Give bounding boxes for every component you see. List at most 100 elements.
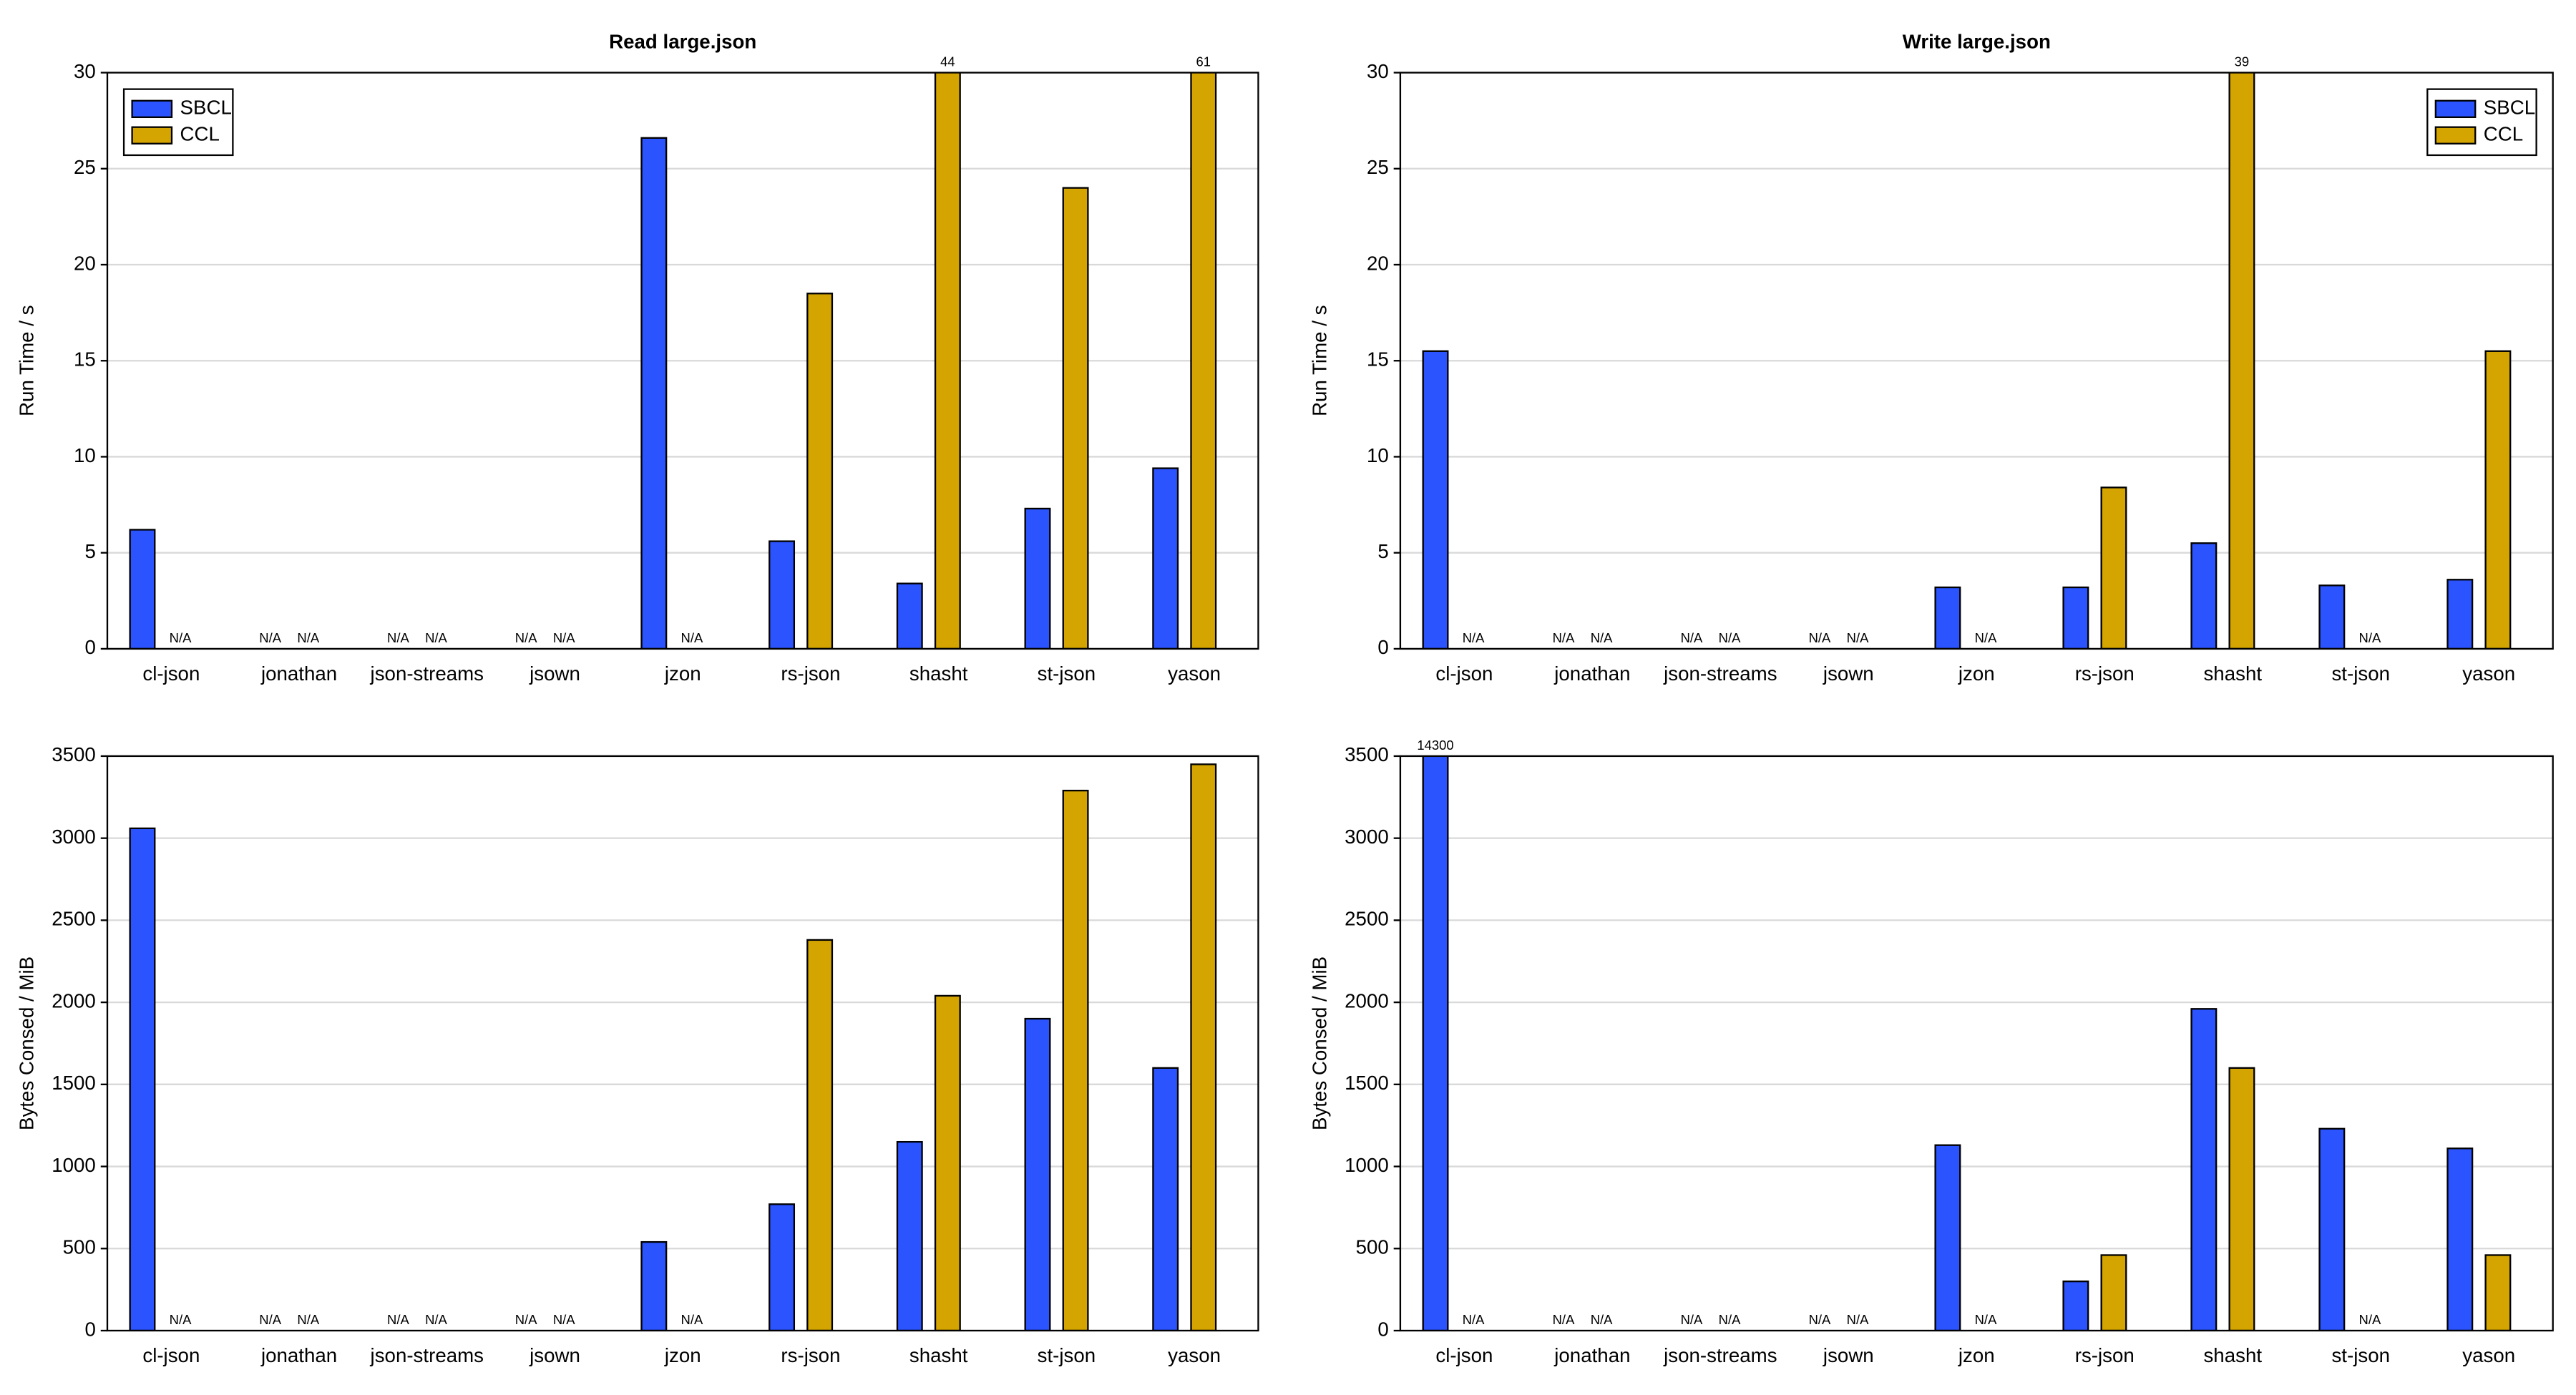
bars [129,763,1217,1331]
value-label: N/A [1847,1312,1869,1327]
bar [2484,350,2512,649]
x-tick-label: rs-json [2075,662,2135,685]
y-tick-label: 3000 [52,826,96,848]
bar [1024,507,1051,649]
bar [1190,763,1217,1331]
legend-label: CCL [2484,123,2523,145]
value-label: N/A [259,630,281,645]
value-label: N/A [1463,1312,1485,1327]
x-tick-label: json-streams [370,662,484,685]
value-label: N/A [553,1312,575,1327]
x-tick-label: jonathan [260,662,337,685]
value-label: N/A [1847,630,1869,645]
x-tick-label: json-streams [370,1344,484,1366]
plot-frame [106,755,1259,1332]
bar [1934,1144,1961,1331]
bar [2190,542,2218,649]
y-tick-label: 2000 [52,989,96,1012]
x-tick-label: yason [2462,662,2515,685]
bar [1152,467,1179,649]
y-tick-label: 2500 [52,908,96,930]
legend-swatch [131,99,173,118]
bars [1422,72,2512,649]
y-tick-label: 1000 [52,1154,96,1176]
x-tick-label: json-streams [1663,1344,1777,1366]
y-tick-label: 500 [1356,1236,1389,1258]
x-tick-label: cl-json [1435,662,1493,685]
value-label: N/A [1719,630,1741,645]
y-tick-label: 2500 [1345,908,1389,930]
x-tick-label: cl-json [1435,1344,1493,1366]
y-tick-label: 500 [63,1236,96,1258]
value-label: N/A [297,1312,319,1327]
y-tick-label: 2000 [1345,989,1389,1012]
value-label: N/A [1809,630,1831,645]
y-tick-label: 15 [74,348,96,371]
x-tick-label: shasht [909,662,968,685]
x-tick-label: yason [1168,662,1221,685]
x-tick-label: jsown [1823,662,1874,685]
y-tick-label: 5 [84,540,95,562]
value-label: N/A [259,1312,281,1327]
x-tick-label: rs-json [781,662,840,685]
value-label: N/A [387,1312,409,1327]
value-label: N/A [553,630,575,645]
y-tick-label: 25 [1367,156,1389,178]
y-tick-label: 1500 [1345,1072,1389,1094]
y-tick-label: 3500 [1345,743,1389,765]
y-tick-label: 0 [84,636,95,658]
y-tick-label: 25 [74,156,96,178]
bar [934,72,961,649]
legend-label: CCL [180,123,220,145]
value-label: N/A [297,630,319,645]
value-label: 44 [940,54,955,69]
legend-label: SBCL [2484,97,2535,119]
plot-frame [106,72,1259,650]
bar [640,1240,668,1331]
bar [934,994,961,1331]
bar [1024,1017,1051,1331]
x-tick-label: st-json [2331,1344,2390,1366]
plot-frame [1399,755,2554,1332]
bar [2100,486,2127,649]
value-label: N/A [681,630,703,645]
bar [2190,1008,2218,1331]
chart: Read large.json Run Time / s 0 5 10 15 20 25 30 c… [16,30,1259,685]
bar [896,582,923,649]
value-label: N/A [1719,1312,1741,1327]
value-label: 39 [2235,54,2250,69]
x-tick-label: st-json [1038,1344,1096,1366]
bar [769,540,796,649]
y-axis-label: Run Time / s [1308,305,1330,416]
bar [2446,1147,2474,1331]
chart: Bytes Consed / MiB 0 500 1000 1500 2000 2500 30… [16,743,1259,1366]
value-label: N/A [1591,1312,1613,1327]
bar [2100,1254,2127,1331]
legend: SBCL CCL [2426,88,2537,157]
y-tick-label: 10 [1367,444,1389,466]
value-label: N/A [425,1312,447,1327]
bar [2228,72,2255,649]
x-tick-label: jsown [529,662,580,685]
x-tick-label: st-json [1038,662,1096,685]
value-label: N/A [1975,630,1997,645]
y-tick-label: 3000 [1345,826,1389,848]
legend-swatch [131,126,173,145]
bar [2484,1254,2512,1331]
y-tick-label: 0 [1377,636,1388,658]
bar [769,1203,796,1331]
x-tick-label: shasht [2203,662,2262,685]
plot-frame [1399,72,2554,650]
bar [2228,1067,2255,1331]
value-label: N/A [515,630,537,645]
x-tick-label: st-json [2331,662,2390,685]
value-label: N/A [2359,630,2381,645]
value-label: N/A [1553,1312,1575,1327]
value-label: N/A [1591,630,1613,645]
bar [129,529,156,649]
y-tick-label: 30 [1367,60,1389,82]
bars [1422,755,2512,1331]
bar [2062,586,2089,649]
value-label: N/A [515,1312,537,1327]
y-tick-label: 1500 [52,1072,96,1094]
